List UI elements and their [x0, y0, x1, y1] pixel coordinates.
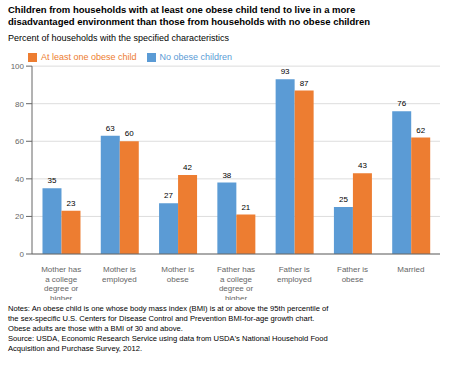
svg-text:100: 100 [11, 62, 25, 71]
svg-text:0: 0 [20, 250, 25, 259]
svg-text:Married: Married [397, 265, 424, 274]
svg-text:87: 87 [300, 79, 309, 88]
svg-text:Father isemployed: Father isemployed [277, 265, 312, 284]
svg-text:27: 27 [164, 191, 173, 200]
svg-text:40: 40 [15, 175, 24, 184]
svg-text:Mother isemployed: Mother isemployed [102, 265, 137, 284]
svg-text:62: 62 [416, 126, 425, 135]
svg-text:25: 25 [339, 195, 348, 204]
svg-text:93: 93 [281, 67, 290, 76]
svg-text:Mother hasa collegedegree orhi: Mother hasa collegedegree orhigher [41, 265, 81, 300]
html-text:Children from households with: Children from households with at least o… [8, 4, 371, 27]
svg-text:21: 21 [241, 203, 250, 212]
html-text:No obese children: No obese children [159, 52, 233, 62]
html-text:Percent of households with the: Percent of households with the specified… [8, 33, 230, 43]
svg-text:Mother isobese: Mother isobese [161, 265, 194, 284]
svg-text:38: 38 [222, 171, 231, 180]
svg-text:60: 60 [15, 137, 24, 146]
html-text:Notes: An obese child is one w: Notes: An obese child is one whose body … [8, 304, 329, 353]
svg-text:80: 80 [15, 100, 24, 109]
svg-text:43: 43 [358, 161, 367, 170]
html-text:At least one obese child: At least one obese child [41, 52, 137, 62]
svg-text:23: 23 [67, 199, 76, 208]
svg-text:Father isobese: Father isobese [337, 265, 368, 284]
svg-text:20: 20 [15, 212, 24, 221]
svg-text:60: 60 [125, 129, 134, 138]
svg-text:63: 63 [106, 124, 115, 133]
svg-text:Father hasa collegedegree orhi: Father hasa collegedegree orhigher [217, 265, 255, 300]
svg-text:76: 76 [397, 99, 406, 108]
svg-text:42: 42 [183, 163, 192, 172]
svg-text:35: 35 [48, 176, 57, 185]
